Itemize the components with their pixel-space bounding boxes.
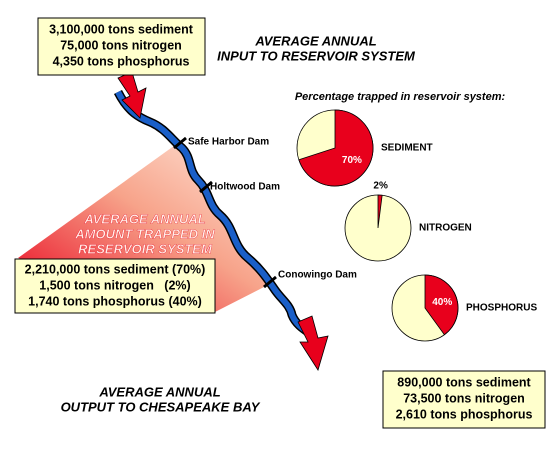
output-title: OUTPUT TO CHESAPEAKE BAY	[61, 399, 261, 414]
trapped-box	[14, 258, 216, 314]
input-line: 4,350 tons phosphorus	[53, 54, 190, 68]
pie-value-label: 40%	[432, 297, 452, 308]
pie-slice	[298, 109, 374, 187]
output-box	[382, 370, 546, 429]
output-line: 2,610 tons phosphorus	[396, 407, 533, 421]
input-title: INPUT TO RESERVOIR SYSTEM	[217, 48, 416, 63]
trapped-title: AVERAGE ANNUAL	[83, 211, 205, 226]
river	[115, 90, 314, 338]
output-arrow	[297, 315, 329, 371]
input-title: AVERAGE ANNUAL	[254, 33, 376, 48]
trapped-line: 1,740 tons phosphorus (40%)	[28, 294, 202, 308]
dam-label: Conowingo Dam	[278, 270, 357, 281]
pie-value-label: 70%	[342, 155, 362, 166]
input-line: 3,100,000 tons sediment	[49, 22, 194, 36]
dam-label: Holtwood Dam	[210, 182, 280, 193]
pies-title: Percentage trapped in reservoir system:	[295, 91, 506, 103]
dam-marker	[173, 136, 187, 150]
dam-marker	[263, 275, 277, 289]
output-title: AVERAGE ANNUAL	[98, 384, 220, 399]
pie-label: NITROGEN	[419, 223, 472, 234]
output-line: 890,000 tons sediment	[397, 375, 531, 389]
input-box	[37, 17, 206, 76]
dam-label: Safe Harbor Dam	[188, 137, 269, 148]
trapped-line: 2,210,000 tons sediment (70%)	[25, 262, 206, 276]
pie-label: SEDIMENT	[381, 143, 433, 154]
trapped-title: AMOUNT TRAPPED IN	[74, 226, 215, 241]
input-line: 75,000 tons nitrogen	[60, 38, 182, 52]
pie-slice	[424, 274, 459, 336]
output-line: 73,500 tons nitrogen	[403, 391, 525, 405]
pie-slice	[377, 194, 383, 229]
dam-marker	[199, 180, 213, 194]
trapped-line: 1,500 tons nitrogen (2%)	[39, 278, 190, 292]
pie-value-label: 2%	[373, 181, 388, 192]
trapped-title: RESERVOIR SYSTEM	[78, 241, 213, 256]
pie-label: PHOSPHORUS	[466, 303, 537, 314]
